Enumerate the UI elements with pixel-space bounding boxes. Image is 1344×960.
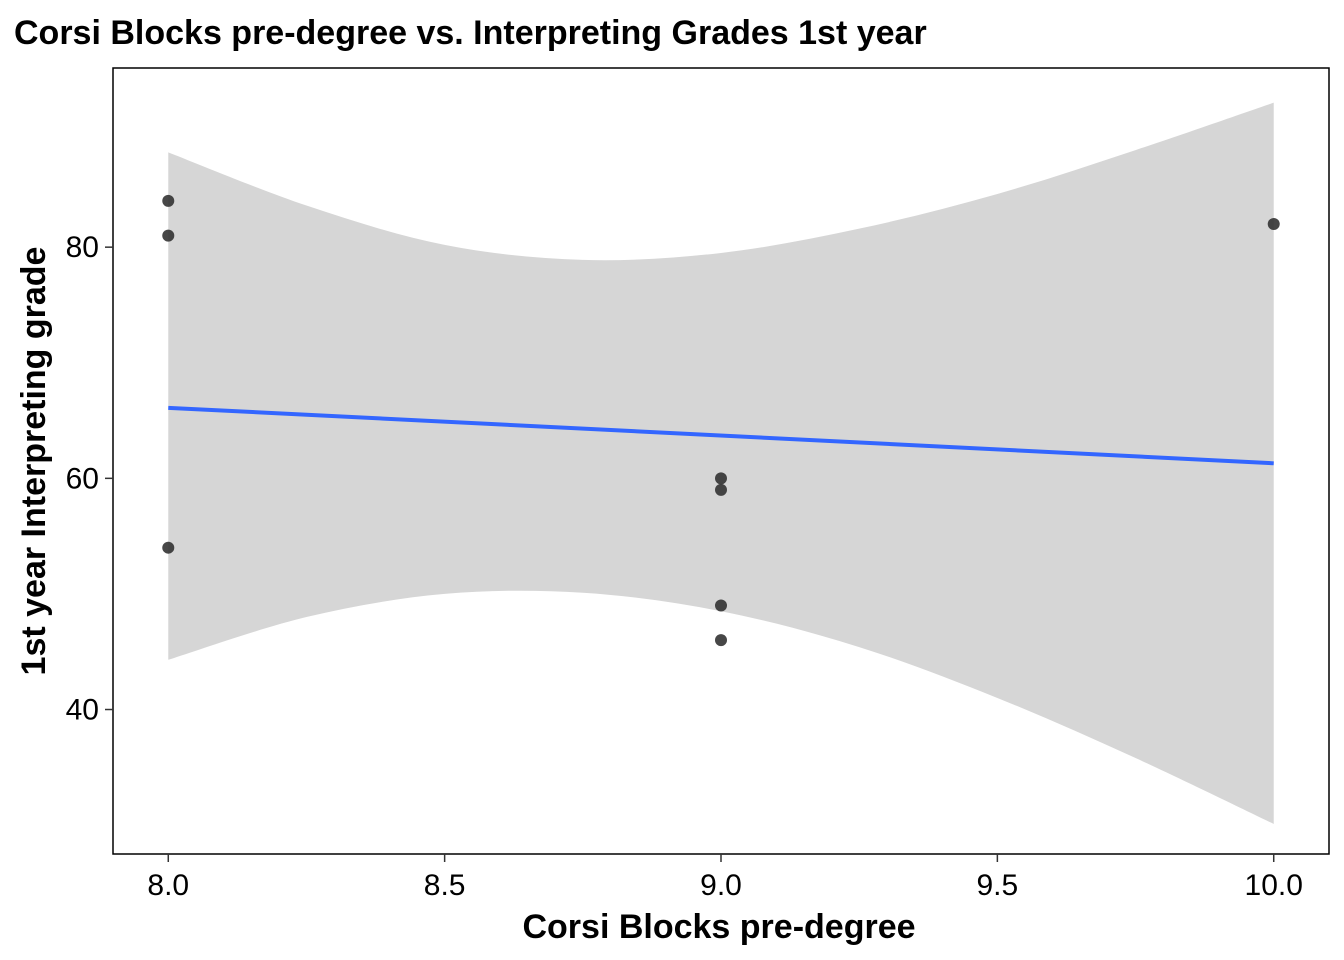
x-axis-title: Corsi Blocks pre-degree: [522, 908, 915, 946]
y-tick-label: 40: [66, 694, 99, 727]
regression-line: [168, 405, 1274, 466]
data-point: [162, 229, 175, 242]
x-tick-label: 10.0: [1245, 869, 1303, 902]
y-axis-title: 1st year Interpreting grade: [15, 247, 53, 676]
data-point: [715, 472, 727, 485]
y-tick-label: 80: [66, 231, 99, 264]
x-axis: 8.0 8.5 9.0 9.5 10.0: [147, 854, 1303, 902]
confidence-band-layer: [168, 102, 1274, 824]
x-tick-label: 8.0: [147, 869, 189, 902]
data-point: [715, 599, 727, 612]
x-tick-label: 9.5: [977, 869, 1019, 902]
data-point: [1267, 218, 1280, 231]
regression-line-layer: [168, 405, 1274, 466]
x-tick-label: 8.5: [424, 869, 466, 902]
data-point: [715, 634, 727, 647]
confidence-band: [168, 102, 1274, 824]
x-tick-label: 9.0: [700, 869, 742, 902]
data-point: [715, 483, 727, 496]
y-tick-label: 60: [66, 462, 99, 495]
chart-title: Corsi Blocks pre-degree vs. Interpreting…: [14, 14, 927, 52]
data-point: [162, 194, 175, 207]
y-axis: 40 60 80: [66, 231, 113, 727]
data-points-layer: [162, 194, 1280, 647]
data-point: [162, 541, 175, 554]
